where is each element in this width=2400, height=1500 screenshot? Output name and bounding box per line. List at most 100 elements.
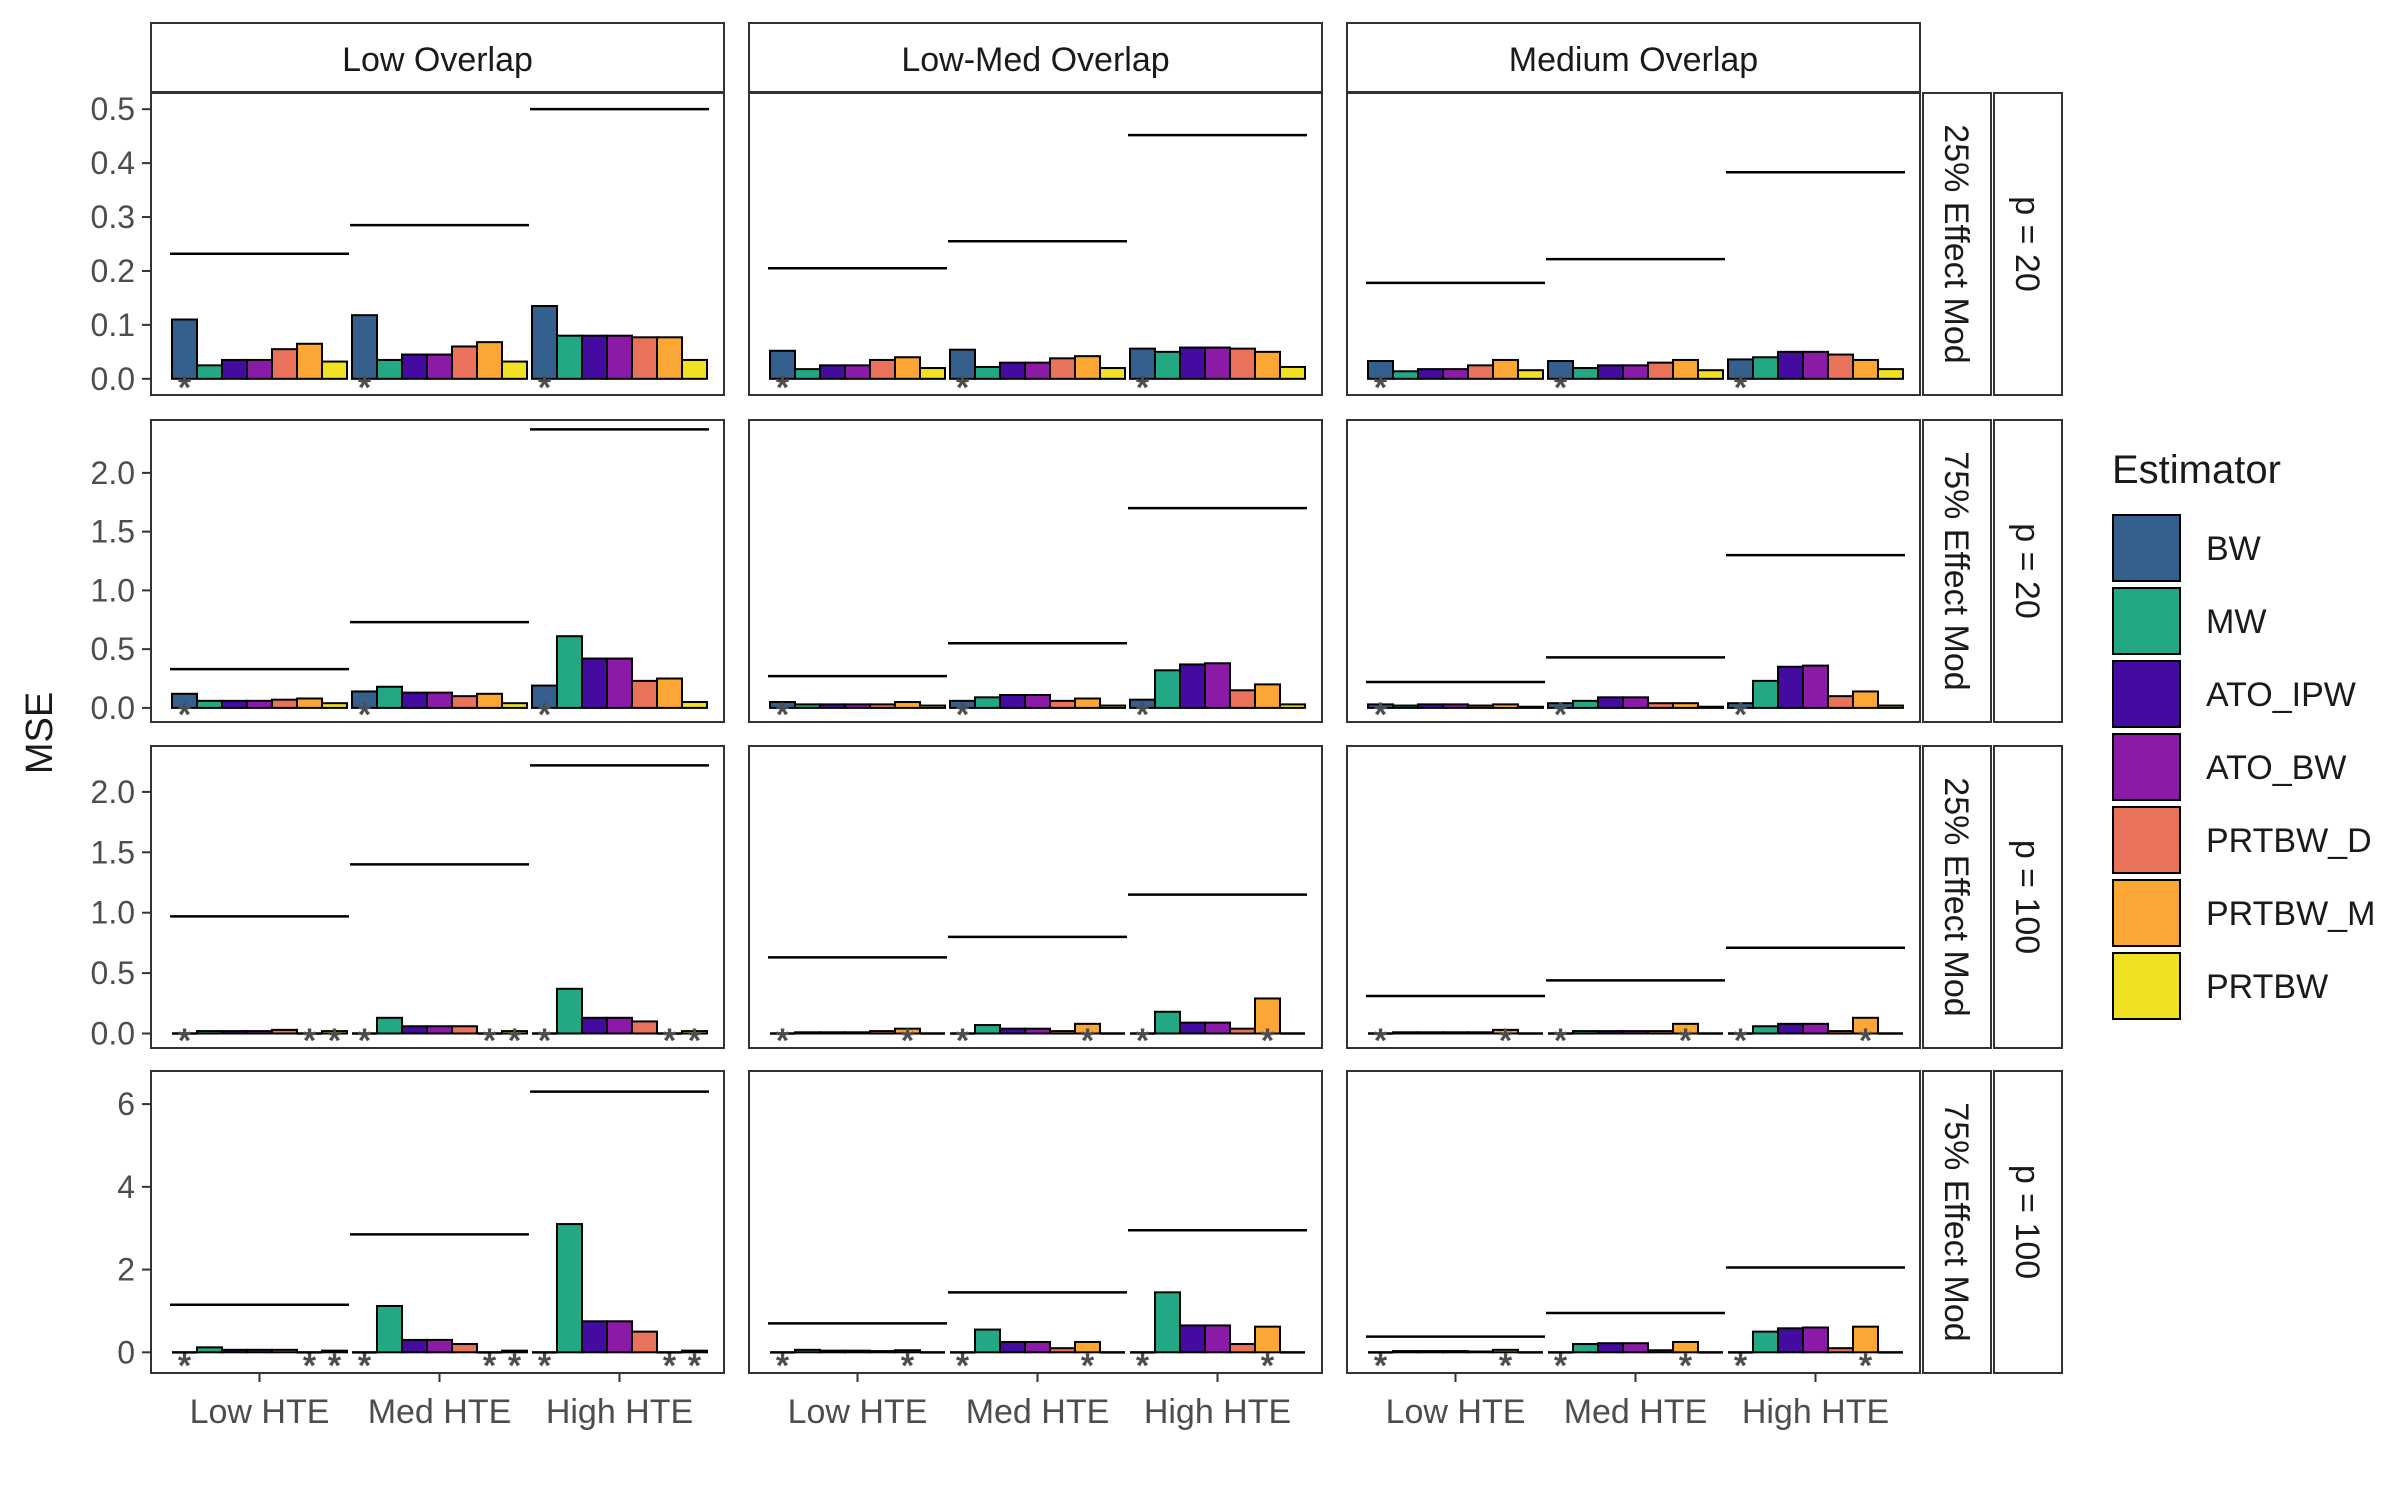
bar-ato-ipw xyxy=(1417,1350,1444,1354)
bar-prtbw xyxy=(681,1349,708,1354)
star-marker: * xyxy=(358,696,372,734)
x-tick-label: Low HTE xyxy=(788,1393,928,1431)
bar-ato-bw xyxy=(1204,1021,1231,1035)
star-marker: * xyxy=(1499,1347,1513,1385)
panel-frame xyxy=(1346,745,1921,1049)
bar-ato-ipw xyxy=(581,1320,608,1354)
bar-ato-bw xyxy=(606,334,633,380)
bar-prtbw-m xyxy=(1672,702,1699,709)
y-tick-label: 0.5 xyxy=(91,631,135,667)
legend-label: ATO_BW xyxy=(2206,749,2346,787)
bar-prtbw xyxy=(1517,705,1544,709)
panel-low-med-overlap-row-3: * * * * * * xyxy=(748,745,1323,1060)
legend-label: PRTBW_D xyxy=(2206,822,2372,860)
bar-ato-ipw xyxy=(999,1340,1026,1354)
strip-row-p-label: p = 100 xyxy=(2008,840,2046,954)
bar-ato-ipw xyxy=(581,1016,608,1035)
bar-prtbw xyxy=(919,367,946,380)
bar-prtbw-d xyxy=(869,358,896,380)
strip-row-p xyxy=(1993,1070,2063,1374)
strip-column-label: Low-Med Overlap xyxy=(901,41,1169,79)
bar-ato-ipw xyxy=(1179,663,1206,709)
bar-prtbw-m xyxy=(1672,1022,1699,1035)
star-marker: * xyxy=(1374,696,1388,734)
strip-row-effect-label: 75% Effect Mod xyxy=(1937,451,1975,690)
bar-ato-bw xyxy=(426,353,453,380)
bar-mw xyxy=(376,358,403,380)
bar-ato-bw xyxy=(606,1320,633,1354)
bar-mw xyxy=(974,1328,1001,1354)
bar-prtbw xyxy=(681,701,708,709)
panel-medium-overlap-row-1: * * * xyxy=(1346,92,1921,407)
bar-mw xyxy=(974,696,1001,709)
strip-row-effect-label: 25% Effect Mod xyxy=(1937,124,1975,363)
bar-ato-bw xyxy=(844,1031,871,1035)
bar-ato-bw xyxy=(1024,361,1051,380)
strip-row-p xyxy=(1993,92,2063,396)
star-marker: * xyxy=(1136,1347,1150,1385)
bar-prtbw xyxy=(681,1030,708,1035)
star-marker: * xyxy=(538,1347,552,1385)
bar-prtbw-m xyxy=(1852,1016,1879,1035)
panel-frame xyxy=(748,745,1323,1049)
bar-prtbw-m xyxy=(1492,358,1519,380)
bar-prtbw-d xyxy=(271,348,298,380)
bar-prtbw-m xyxy=(1672,1340,1699,1354)
bar-ato-ipw xyxy=(1597,696,1624,709)
bar-ato-bw xyxy=(1802,1326,1829,1354)
bar-prtbw xyxy=(1877,704,1904,709)
bar-bw xyxy=(949,348,976,380)
panel-frame xyxy=(748,1070,1323,1374)
bar-ato-bw xyxy=(1024,693,1051,709)
bar-prtbw xyxy=(919,704,946,709)
bar-ato-bw xyxy=(1802,1022,1829,1035)
bar-prtbw xyxy=(1279,703,1306,709)
bar-prtbw-d xyxy=(271,1348,298,1354)
bar-ato-bw xyxy=(246,699,273,709)
strip-row-effect-label: 75% Effect Mod xyxy=(1937,1102,1975,1341)
bar-prtbw-d xyxy=(1827,695,1854,709)
legend-label: PRTBW xyxy=(2206,968,2328,1006)
x-tick-label: Med HTE xyxy=(1564,1393,1708,1431)
x-tick-label: High HTE xyxy=(546,1393,693,1431)
star-marker: * xyxy=(1136,696,1150,734)
star-marker: * xyxy=(901,1347,915,1385)
y-tick-label: 0.4 xyxy=(91,145,135,181)
panel-frame xyxy=(150,1070,725,1374)
star-marker: * xyxy=(178,1347,192,1385)
bar-ato-ipw xyxy=(221,1348,248,1354)
bar-ato-bw xyxy=(426,1025,453,1035)
strip-row-p xyxy=(1993,745,2063,1049)
bar-ato-ipw xyxy=(221,1030,248,1035)
bar-prtbw-m xyxy=(1074,355,1101,380)
bar-prtbw-d xyxy=(1827,1347,1854,1354)
bar-mw xyxy=(794,368,821,380)
star-marker: * xyxy=(688,1022,702,1060)
legend-label: BW xyxy=(2206,530,2261,568)
bar-bw xyxy=(171,318,198,380)
bar-prtbw xyxy=(501,360,528,380)
panel-low-overlap-row-4: * * * * * * * * * xyxy=(150,1070,725,1385)
star-marker: * xyxy=(1679,1347,1693,1385)
strip-row-p xyxy=(1993,419,2063,723)
bar-mw xyxy=(1572,1030,1599,1035)
bar-prtbw-m xyxy=(894,1027,921,1035)
legend-label: ATO_IPW xyxy=(2206,676,2356,714)
strip-column-medium-overlap xyxy=(1346,22,1921,93)
x-tick-label: Low HTE xyxy=(1386,1393,1526,1431)
bar-ato-bw xyxy=(1622,1030,1649,1035)
bar-mw xyxy=(1572,699,1599,709)
x-tick-label: Low HTE xyxy=(190,1393,330,1431)
star-marker: * xyxy=(1374,369,1388,407)
bar-bw xyxy=(351,314,378,380)
bar-ato-bw xyxy=(1442,368,1469,380)
star-marker: * xyxy=(303,1022,317,1060)
bar-prtbw xyxy=(1697,369,1724,380)
y-tick-label: 1.0 xyxy=(91,895,135,931)
bar-bw xyxy=(769,349,796,380)
bar-mw xyxy=(1154,1291,1181,1354)
bar-mw xyxy=(1392,370,1419,380)
bar-prtbw-d xyxy=(1647,702,1674,709)
y-tick-label: 0.5 xyxy=(91,955,135,991)
